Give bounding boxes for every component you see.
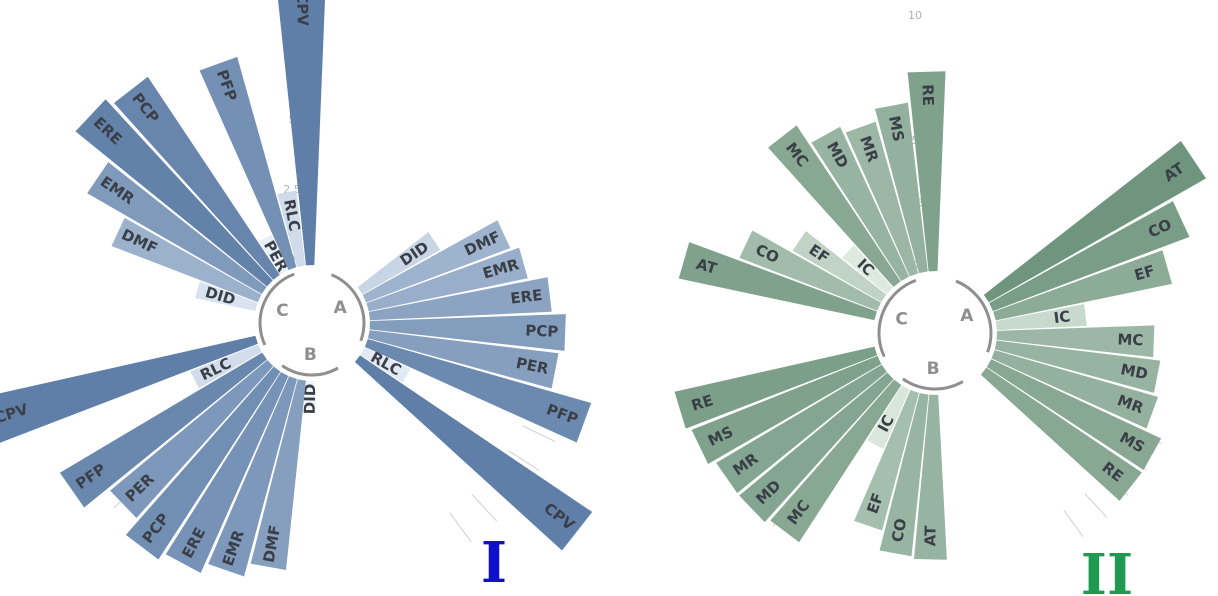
- group-label-a: A: [960, 306, 974, 326]
- bar-label: AT: [921, 525, 939, 547]
- group-arc-a: [330, 273, 366, 342]
- guide-stroke: [508, 450, 540, 471]
- bar-a-mc: [996, 325, 1155, 358]
- panel-label-ii: II: [1081, 542, 1133, 596]
- bar-a-at: [983, 140, 1207, 303]
- bar-label: EF: [863, 491, 887, 516]
- bar-label: MD: [1119, 360, 1149, 383]
- bar-c-pcp: [113, 76, 280, 280]
- bar-c-mr: [845, 121, 919, 277]
- guide-stroke: [522, 425, 556, 443]
- group-arc-c: [258, 272, 295, 346]
- bar-a-rlc: [360, 347, 411, 383]
- bar-a-co: [989, 201, 1190, 312]
- bar-label: RE: [918, 84, 937, 106]
- bar-c-rlc: [277, 190, 306, 267]
- bar-c-emr: [87, 162, 267, 294]
- bar-a-per: [367, 330, 559, 389]
- bar-a-ere: [368, 277, 552, 321]
- group-label-b: B: [927, 359, 940, 379]
- bar-b-pfp: [59, 352, 267, 508]
- bar-a-emr: [366, 247, 528, 312]
- bar-a-pfp: [364, 338, 592, 443]
- bar-b-per: [110, 360, 274, 519]
- bar-a-ef: [993, 250, 1172, 321]
- circular-chart-i: 02.557.510DIDDMFEMREREPCPPERPFPRLCCPVADI…: [0, 0, 593, 577]
- guide-stroke: [1084, 493, 1108, 518]
- bar-c-per: [259, 234, 288, 275]
- bar-label: RLC: [280, 198, 304, 233]
- bar-a-dmf: [362, 220, 511, 303]
- panel-label-i: I: [481, 530, 507, 596]
- bar-c-re: [907, 71, 946, 272]
- guide-stroke: [1063, 510, 1084, 538]
- bar-b-cpv: [0, 335, 258, 443]
- bar-b-ef: [854, 389, 919, 531]
- bar-c-at: [678, 242, 877, 321]
- circular-chart-ii: 02.557.510ATCOEFICMCMDMRMSREAATCOEFICMCM…: [674, 9, 1207, 560]
- bar-a-ms: [986, 359, 1162, 470]
- bar-b-at: [914, 394, 947, 560]
- bar-a-mr: [991, 350, 1159, 429]
- bar-c-pfp: [199, 56, 297, 271]
- bar-c-ms: [874, 102, 928, 274]
- group-label-a: A: [334, 298, 348, 318]
- bar-a-cpv: [354, 355, 593, 551]
- bar-label: IC: [1053, 307, 1072, 327]
- bar-label: IC: [874, 412, 898, 435]
- bar-b-re: [674, 346, 878, 429]
- group-label-b: B: [304, 345, 317, 365]
- bar-b-mr: [716, 364, 887, 494]
- bar-label: MS: [885, 114, 908, 143]
- bar-a-re: [980, 367, 1142, 501]
- bar-label: CPV: [293, 0, 312, 27]
- bar-b-mc: [770, 379, 902, 543]
- group-arc-c: [877, 278, 917, 358]
- bar-b-ms: [691, 355, 882, 464]
- bar-b-dmf: [250, 379, 306, 571]
- bar-b-ere: [165, 372, 289, 573]
- bar-label: EF: [1132, 262, 1157, 285]
- group-label-c: C: [276, 301, 288, 321]
- bar-label: RE: [689, 391, 715, 415]
- bar-c-did: [195, 281, 258, 311]
- bar-label: DID: [301, 384, 320, 415]
- bar-c-mc: [768, 125, 901, 287]
- bar-b-pcp: [125, 366, 281, 560]
- bar-a-md: [994, 340, 1161, 393]
- bar-b-co: [879, 393, 929, 557]
- bar-label: MC: [1117, 330, 1144, 349]
- guide-stroke: [449, 512, 472, 543]
- group-arc-a: [955, 279, 993, 353]
- bar-b-emr: [208, 376, 297, 577]
- bar-c-md: [811, 126, 910, 282]
- group-arc-b: [902, 377, 964, 391]
- bar-c-ef: [792, 231, 887, 302]
- bar-c-dmf: [111, 217, 262, 303]
- radial-tick-label: 10: [908, 9, 922, 22]
- group-arc-b: [281, 364, 339, 377]
- bar-label: AT: [694, 255, 720, 278]
- group-label-c: C: [895, 310, 907, 330]
- bar-a-did: [357, 232, 441, 295]
- bar-b-ic: [867, 385, 910, 450]
- bar-a-pcp: [369, 314, 566, 351]
- bar-label: ERE: [509, 286, 543, 308]
- bar-b-did: [304, 380, 317, 409]
- bar-label: CO: [888, 517, 910, 544]
- bar-c-ere: [75, 99, 273, 287]
- bar-c-co: [739, 230, 881, 311]
- guide-stroke: [471, 494, 498, 522]
- bar-b-rlc: [190, 344, 262, 389]
- bar-b-md: [739, 372, 894, 523]
- bar-c-cpv: [278, 0, 325, 266]
- bar-label: PCP: [525, 322, 559, 341]
- bar-c-ic: [842, 245, 893, 294]
- bar-a-ic: [995, 303, 1087, 331]
